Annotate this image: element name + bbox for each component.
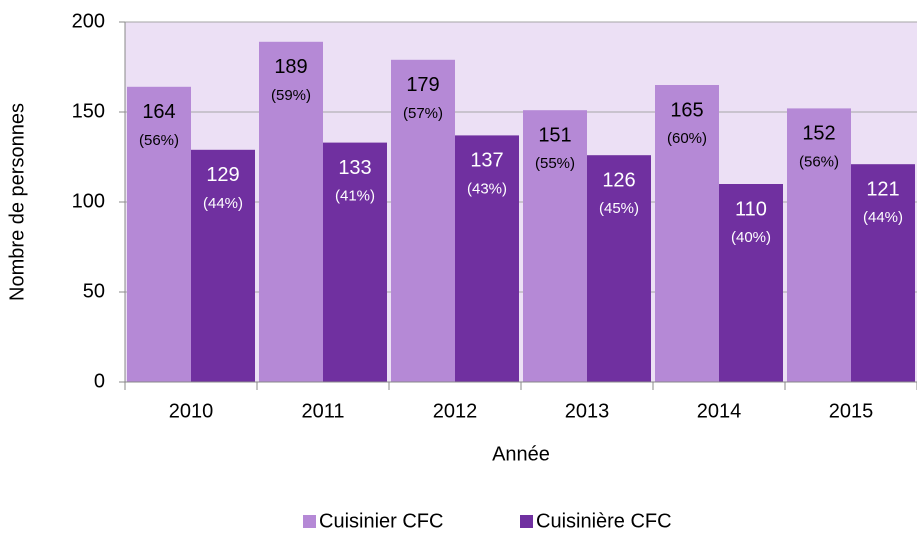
x-tick-label: 2015	[829, 400, 874, 422]
x-tick-label: 2013	[565, 400, 610, 422]
bar	[523, 110, 587, 382]
value-label: 189	[274, 56, 307, 78]
bar	[323, 142, 387, 382]
y-tick-label: 100	[72, 190, 105, 212]
share-label: (55%)	[535, 155, 575, 172]
y-axis-label: Nombre de personnes	[6, 103, 28, 301]
share-label: (40%)	[731, 229, 771, 246]
bar	[259, 41, 323, 383]
share-label: (57%)	[403, 105, 443, 122]
y-tick-label: 0	[94, 370, 105, 392]
value-label: 179	[406, 74, 439, 96]
value-label: 110	[735, 198, 767, 220]
bar	[455, 135, 519, 382]
share-label: (56%)	[799, 153, 839, 170]
legend-swatch	[303, 515, 316, 528]
x-tick-label: 2014	[697, 400, 742, 422]
value-label: 133	[338, 157, 371, 179]
y-tick-label: 50	[83, 280, 105, 302]
value-label: 164	[142, 101, 175, 123]
bar	[391, 59, 455, 383]
bar	[851, 164, 915, 382]
share-label: (60%)	[667, 130, 707, 147]
legend-swatch	[520, 515, 533, 528]
x-tick-label: 2011	[301, 400, 344, 422]
bar	[787, 108, 851, 383]
share-label: (59%)	[271, 87, 311, 104]
bar	[587, 155, 651, 382]
value-label: 129	[206, 164, 239, 186]
share-label: (44%)	[203, 195, 243, 212]
value-label: 126	[602, 169, 635, 191]
share-label: (41%)	[335, 188, 375, 205]
x-tick-label: 2012	[433, 400, 478, 422]
value-label: 152	[802, 123, 835, 145]
value-label: 165	[670, 99, 703, 121]
y-tick-label: 200	[72, 10, 105, 32]
bar	[719, 184, 783, 382]
bar	[127, 86, 191, 383]
bar	[655, 85, 719, 382]
value-label: 121	[866, 178, 899, 200]
share-label: (56%)	[139, 132, 179, 149]
x-axis-label: Année	[492, 443, 550, 465]
share-label: (43%)	[467, 180, 507, 197]
value-label: 151	[538, 124, 571, 146]
legend-label: Cuisinier CFC	[319, 510, 443, 532]
share-label: (45%)	[599, 200, 639, 217]
share-label: (44%)	[863, 209, 903, 226]
bar	[191, 149, 255, 382]
value-label: 137	[470, 150, 503, 172]
legend-label: Cuisinière CFC	[536, 510, 672, 532]
y-tick-label: 150	[72, 100, 105, 122]
x-tick-label: 2010	[169, 400, 214, 422]
